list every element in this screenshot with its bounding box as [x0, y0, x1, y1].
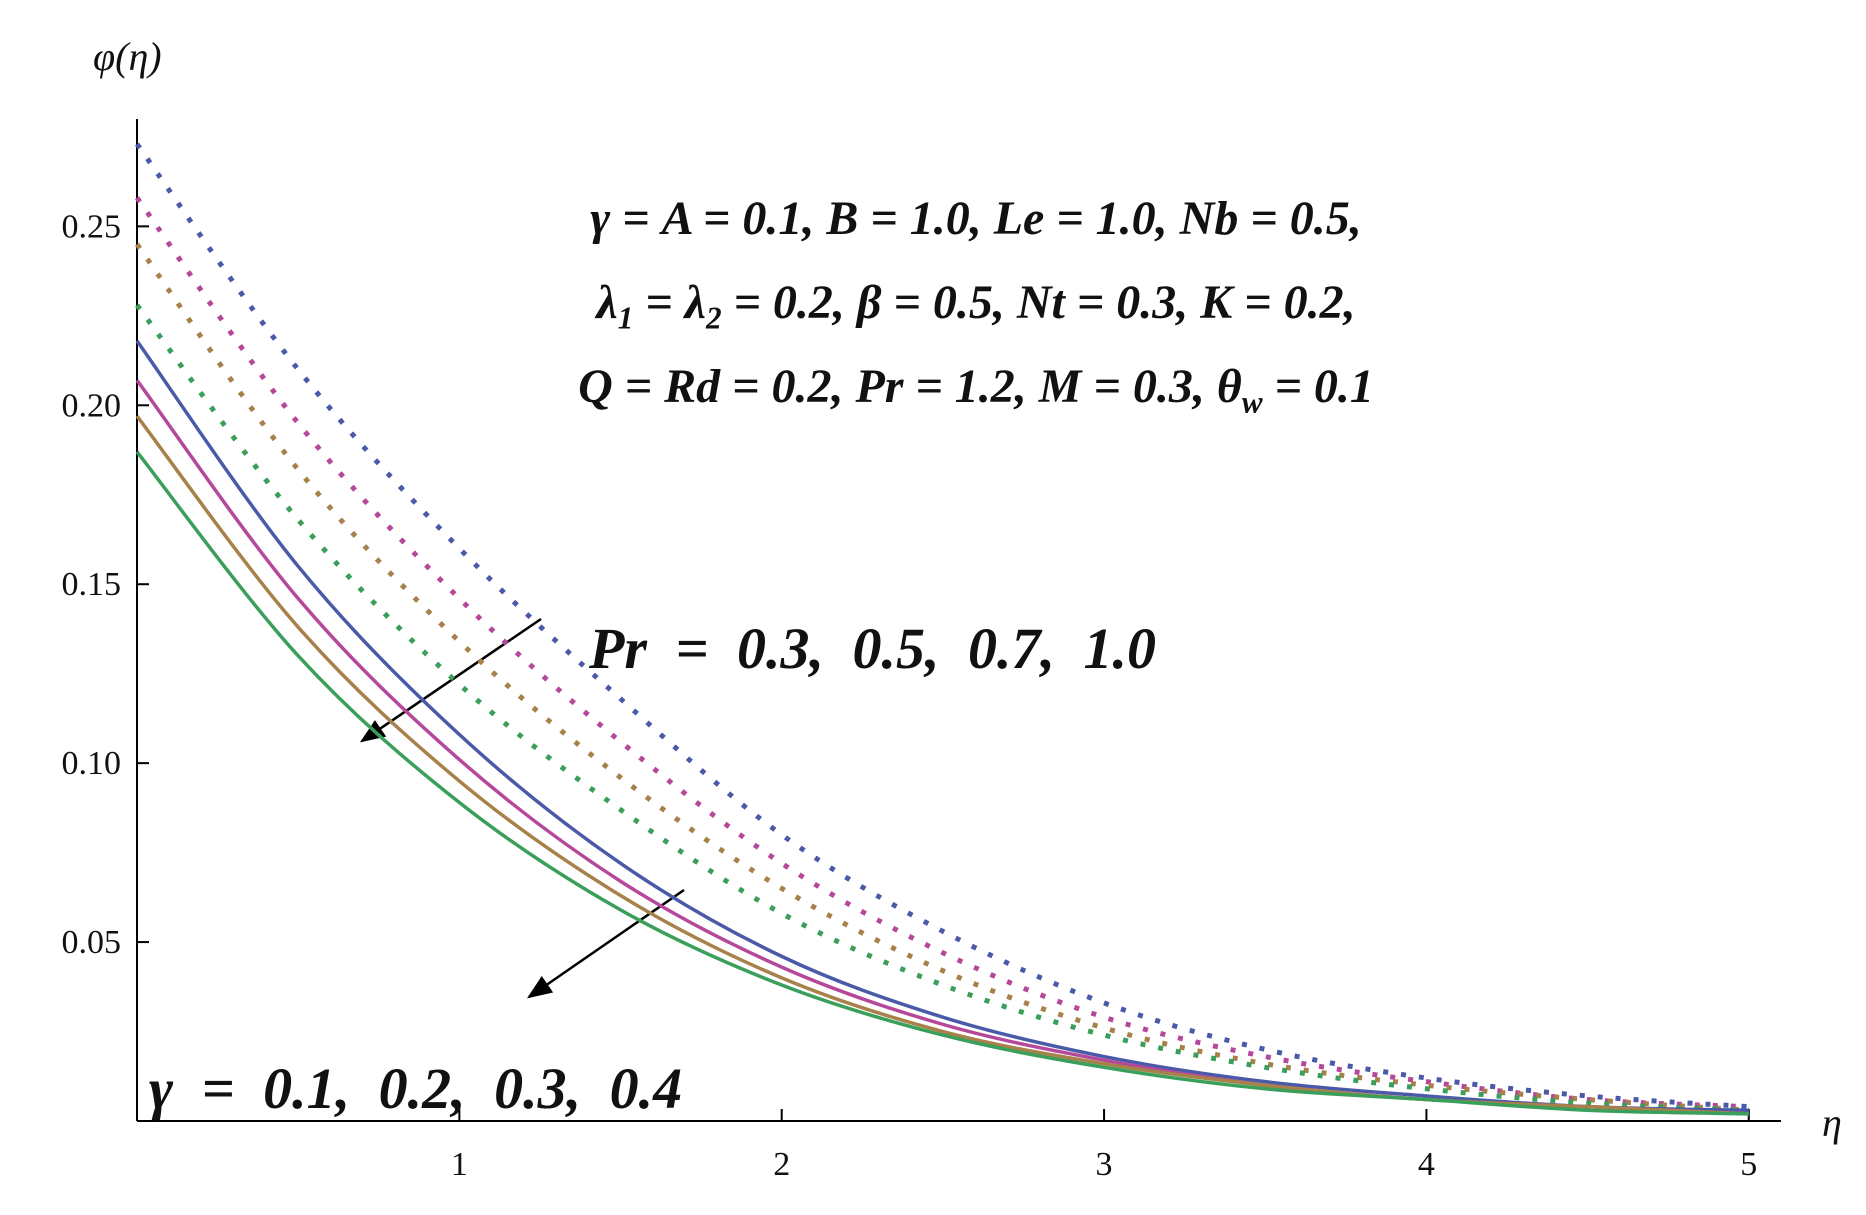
- annotation-part: = 0.2, β = 0.5, Nt = 0.3, K = 0.2,: [722, 276, 1356, 329]
- y-tick-label: 0.10: [62, 745, 122, 782]
- annotation: Pr = 0.3, 0.5, 0.7, 1.0: [588, 616, 1156, 681]
- y-axis-label: φ(η): [93, 34, 162, 79]
- annotation-arrow: [526, 888, 685, 999]
- annotation: Q = Rd = 0.2, Pr = 1.2, M = 0.3, θw = 0.…: [578, 360, 1374, 420]
- y-tick-label: 0.05: [62, 924, 122, 961]
- solid-curve: [135, 339, 1749, 1113]
- x-tick-label: 3: [1096, 1146, 1113, 1183]
- solid-curve: [135, 450, 1749, 1116]
- annotation: γ = 0.1, 0.2, 0.3, 0.4: [149, 1056, 682, 1121]
- annotation-part: Q = Rd = 0.2, Pr = 1.2, M = 0.3, θ: [578, 360, 1242, 413]
- annotation-part: 2: [705, 301, 722, 336]
- y-tick-label: 0.15: [62, 566, 122, 603]
- annotation-part: γ = 0.1, 0.2, 0.3, 0.4: [149, 1056, 682, 1121]
- x-tick-label: 1: [451, 1146, 468, 1183]
- x-axis-label: η: [1822, 1100, 1842, 1145]
- dotted-curve: [134, 242, 1749, 1113]
- x-tick-label: 5: [1740, 1146, 1757, 1183]
- annotation-part: λ: [594, 276, 617, 329]
- y-tick-label: 0.20: [62, 387, 122, 424]
- annotation: γ = A = 0.1, B = 1.0, Le = 1.0, Nb = 0.5…: [590, 192, 1361, 245]
- solid-curve: [135, 414, 1749, 1116]
- annotation-part: γ = A = 0.1, B = 1.0, Le = 1.0, Nb = 0.5…: [590, 192, 1361, 245]
- annotation-part: Pr = 0.3, 0.5, 0.7, 1.0: [588, 616, 1156, 681]
- annotation: λ1 = λ2 = 0.2, β = 0.5, Nt = 0.3, K = 0.…: [594, 276, 1355, 336]
- x-tick-label: 4: [1418, 1146, 1435, 1183]
- annotation-part: w: [1242, 385, 1263, 420]
- annotation-part: = λ: [633, 276, 706, 329]
- annotation-part: 1: [618, 301, 634, 336]
- solid-curve: [135, 379, 1749, 1116]
- annotation-part: = 0.1: [1263, 360, 1374, 413]
- x-tick-label: 2: [773, 1146, 790, 1183]
- y-tick-label: 0.25: [62, 208, 122, 245]
